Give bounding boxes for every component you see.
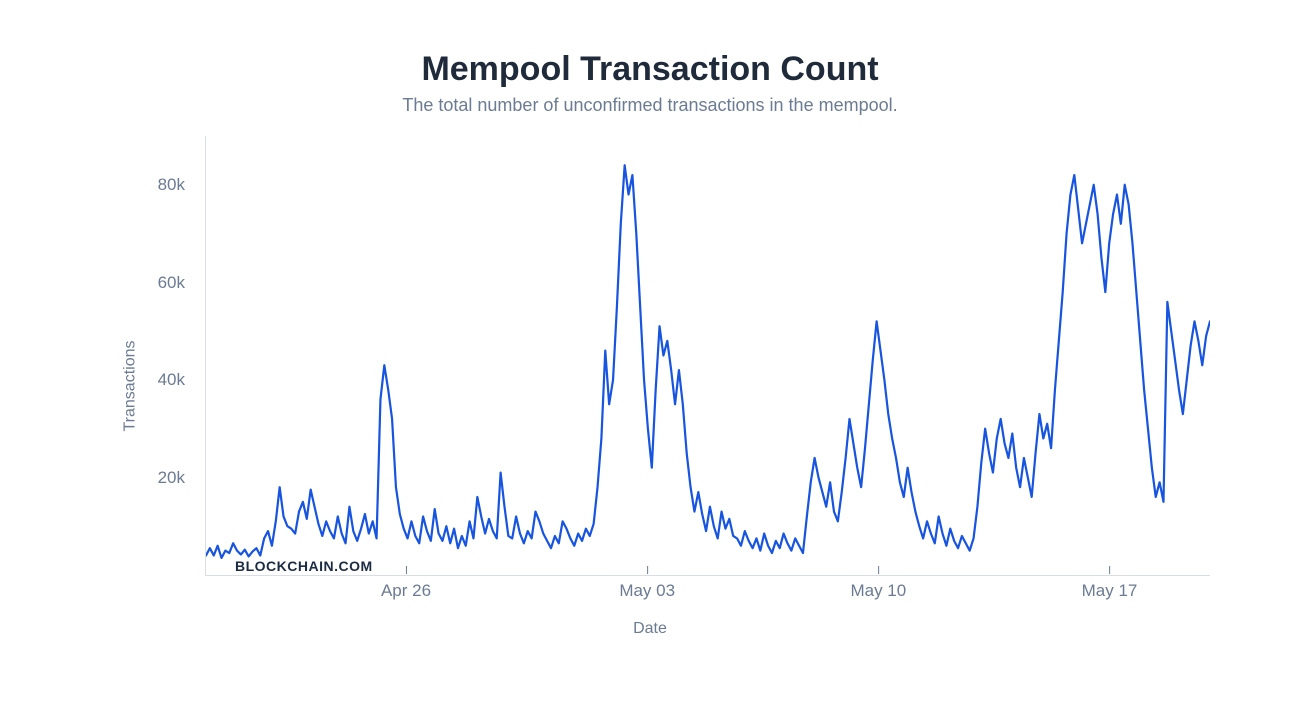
x-axis-label: Date [633,620,667,638]
y-tick-label: 60k [135,273,185,293]
y-tick-label: 40k [135,370,185,390]
y-axis-ticks: 20k 40k 60k 80k [135,136,185,576]
x-tick-label: May 17 [1082,581,1138,601]
chart-title: Mempool Transaction Count [60,50,1240,89]
x-axis-ticks: Apr 26 May 03 May 10 May 17 [205,581,1210,611]
y-tick-label: 20k [135,468,185,488]
watermark-text: BLOCKCHAIN.COM [235,558,373,574]
x-tick-label: Apr 26 [381,581,431,601]
plot-area [205,136,1210,576]
chart-subtitle: The total number of unconfirmed transact… [60,95,1240,116]
chart-container: Mempool Transaction Count The total numb… [0,0,1300,707]
line-chart-svg [206,136,1210,575]
chart-area: Transactions 20k40k60k80k BLOCKCHAIN.COM… [60,136,1240,636]
series-line [206,165,1210,558]
x-tick-label: May 03 [619,581,675,601]
y-tick-label: 80k [135,175,185,195]
x-tick-label: May 10 [850,581,906,601]
